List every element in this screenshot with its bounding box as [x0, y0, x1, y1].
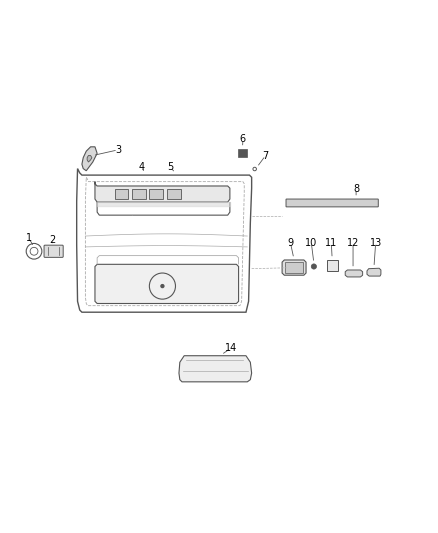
Text: 4: 4: [138, 162, 145, 172]
PathPatch shape: [82, 147, 97, 171]
Text: 13: 13: [370, 238, 382, 247]
Bar: [115, 189, 128, 199]
Bar: [327, 260, 338, 271]
Text: 2: 2: [49, 235, 56, 245]
FancyBboxPatch shape: [286, 199, 378, 207]
Text: 9: 9: [287, 238, 293, 247]
Circle shape: [311, 264, 317, 269]
Text: 3: 3: [115, 145, 121, 155]
PathPatch shape: [95, 264, 239, 303]
Text: 11: 11: [325, 238, 337, 247]
PathPatch shape: [95, 182, 230, 202]
Text: 1: 1: [26, 233, 32, 243]
Bar: [149, 189, 163, 199]
Text: 7: 7: [262, 150, 268, 160]
Text: 12: 12: [347, 238, 359, 247]
Text: 6: 6: [240, 134, 246, 144]
Bar: [167, 189, 181, 199]
PathPatch shape: [282, 260, 306, 275]
Text: 5: 5: [167, 162, 173, 172]
Text: 14: 14: [225, 343, 237, 353]
Bar: [285, 262, 303, 273]
FancyBboxPatch shape: [44, 245, 63, 257]
PathPatch shape: [179, 356, 252, 382]
Bar: [132, 189, 146, 199]
PathPatch shape: [345, 270, 363, 277]
PathPatch shape: [87, 156, 92, 162]
Circle shape: [160, 284, 165, 288]
Text: 10: 10: [305, 238, 318, 247]
Text: 8: 8: [353, 184, 359, 194]
Bar: [238, 149, 247, 157]
PathPatch shape: [367, 268, 381, 276]
